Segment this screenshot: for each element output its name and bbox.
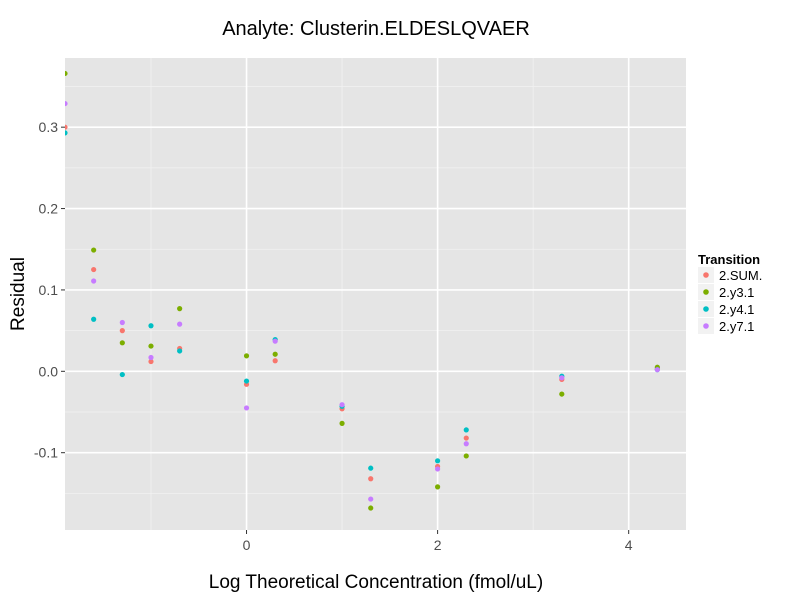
x-axis-ticks: 0 2 4 <box>243 530 633 553</box>
legend-label: 2.y7.1 <box>719 319 754 334</box>
data-point <box>148 343 154 349</box>
data-point <box>654 367 660 373</box>
data-point <box>368 505 374 511</box>
data-points <box>65 70 660 511</box>
data-point <box>463 441 469 447</box>
data-point <box>119 319 125 326</box>
data-point <box>148 358 154 365</box>
data-point <box>463 453 469 459</box>
x-axis-title: Log Theoretical Concentration (fmol/uL) <box>209 572 543 593</box>
data-point <box>91 247 97 253</box>
legend-label: 2.SUM. <box>719 268 762 283</box>
data-point <box>65 130 68 136</box>
y-tick-label: 0.1 <box>39 282 59 298</box>
data-point <box>119 340 125 346</box>
data-point <box>368 496 374 502</box>
y-axis-ticks: -0.1 0.0 0.1 0.2 0.3 <box>34 119 65 461</box>
data-point <box>119 371 125 378</box>
data-point <box>65 70 68 77</box>
data-point <box>463 435 469 441</box>
chart-title: Analyte: Clusterin.ELDESLQVAER <box>222 18 530 40</box>
data-point <box>559 375 565 381</box>
data-point <box>119 328 125 334</box>
legend: Transition 2.SUM. 2.y3.1 2.y4.1 2.y7.1 <box>698 252 762 334</box>
y-axis-title: Residual <box>8 257 29 331</box>
legend-title: Transition <box>698 252 760 267</box>
legend-label: 2.y3.1 <box>719 285 754 300</box>
y-tick-label: 0.3 <box>39 119 59 135</box>
plot-panel <box>65 58 686 530</box>
data-point <box>65 100 68 107</box>
data-point <box>177 321 183 327</box>
y-tick-label: 0.0 <box>39 363 59 379</box>
data-point <box>272 358 278 364</box>
x-tick-label: 0 <box>243 537 251 553</box>
data-point <box>177 306 183 312</box>
y-tick-label: -0.1 <box>34 445 58 461</box>
data-point <box>435 458 441 464</box>
y-tick-label: 0.2 <box>39 201 59 217</box>
data-point <box>368 465 374 471</box>
data-point <box>243 405 250 411</box>
data-point <box>435 484 441 490</box>
data-point <box>148 354 154 361</box>
data-point <box>272 338 278 344</box>
data-point <box>177 348 183 354</box>
legend-key-marker <box>703 306 709 312</box>
data-point <box>339 402 345 408</box>
data-point <box>91 316 97 322</box>
data-point <box>272 351 278 357</box>
data-point <box>559 391 565 397</box>
data-point <box>463 427 469 433</box>
data-point <box>435 466 441 472</box>
data-point <box>339 420 345 426</box>
legend-key-marker <box>703 272 709 278</box>
legend-key-marker <box>703 289 709 295</box>
data-point <box>368 476 374 482</box>
legend-key-marker <box>703 323 709 329</box>
x-tick-label: 2 <box>434 537 442 553</box>
data-point <box>243 378 250 384</box>
data-point <box>148 323 154 329</box>
x-tick-label: 4 <box>625 537 633 553</box>
data-point <box>243 353 250 359</box>
data-point <box>91 278 97 284</box>
data-point <box>91 266 97 273</box>
data-point <box>65 124 68 130</box>
legend-label: 2.y4.1 <box>719 302 754 317</box>
grid-lines <box>65 58 686 530</box>
